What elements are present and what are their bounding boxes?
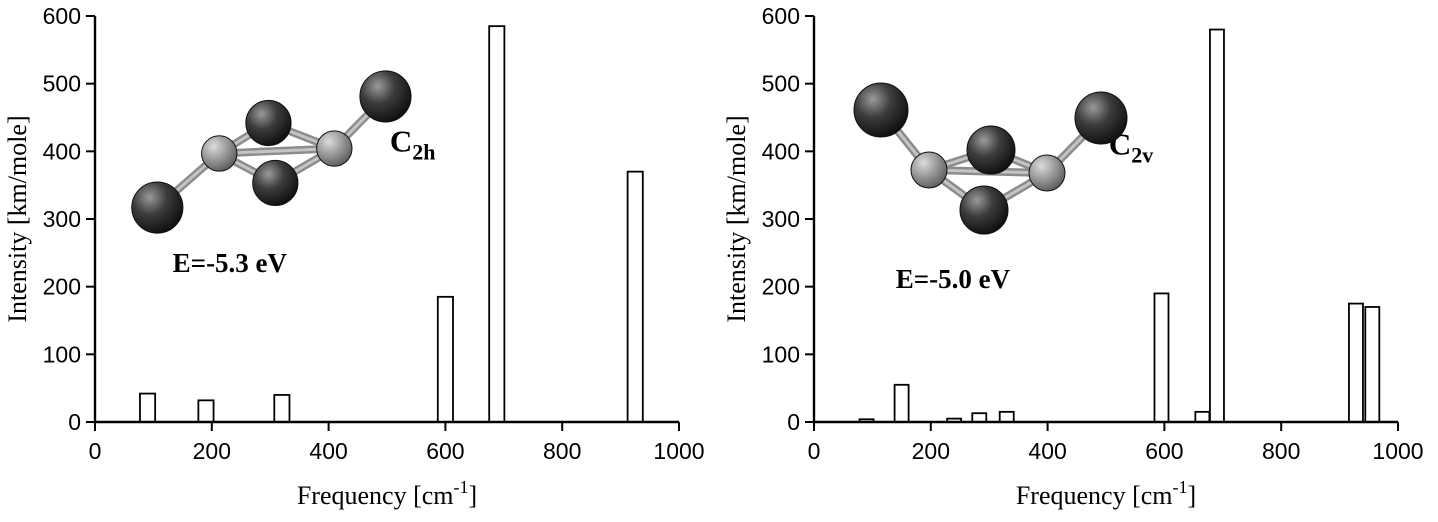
x-tick-label: 600 xyxy=(1145,438,1183,464)
y-tick-label: 600 xyxy=(43,3,81,29)
spectrum-bar xyxy=(1364,306,1381,423)
atom-dark xyxy=(959,185,1009,235)
bar-chart-c2h: 0 200 400 600 800 1000 0 100 200 300 400 500 600 Inte… xyxy=(3,3,705,510)
atoms xyxy=(131,70,412,234)
atom-gray xyxy=(201,135,238,172)
spectrum-bar xyxy=(626,170,644,423)
molecule-c2h-image xyxy=(131,70,412,234)
y-axis-title: Intensity [km/mole] xyxy=(3,115,32,322)
chart-panel-c2v: 0 200 400 600 800 1000 0 100 200 300 400 500 600 Inte… xyxy=(719,0,1438,522)
spectrum-bar xyxy=(1153,292,1170,423)
spectrum-bar xyxy=(1348,302,1364,423)
x-tick-label: 400 xyxy=(309,438,347,464)
x-tick-label: 600 xyxy=(426,438,464,464)
x-tick-label: 1000 xyxy=(653,438,704,464)
spectrum-bar xyxy=(197,399,215,423)
x-axis-title: Frequency [cm-1] xyxy=(297,477,477,510)
y-axis-title: Intensity [km/mole] xyxy=(722,115,751,322)
spectrum-bar xyxy=(488,25,506,423)
x-tick-label: 0 xyxy=(808,438,821,464)
spectrum-bar xyxy=(1194,410,1211,423)
y-tick-label: 200 xyxy=(43,274,81,300)
atom-gray xyxy=(910,151,948,189)
spectrum-bar xyxy=(139,392,157,423)
y-tick-label: 300 xyxy=(43,206,81,232)
atom-gray xyxy=(316,130,353,167)
atom-dark xyxy=(131,181,184,234)
y-tick-label: 400 xyxy=(762,138,800,164)
atom-gray xyxy=(1028,154,1066,192)
energy-annotation: E=-5.3 eV xyxy=(173,248,288,278)
molecule-c2v-image xyxy=(853,82,1128,235)
atom-dark xyxy=(1074,91,1128,145)
y-tick-label: 400 xyxy=(43,138,81,164)
x-tick-label: 800 xyxy=(543,438,581,464)
atom-dark xyxy=(853,82,909,138)
x-tick-label: 200 xyxy=(193,438,231,464)
spectrum-bar xyxy=(971,412,988,423)
y-tick-label: 600 xyxy=(762,3,800,29)
atom-dark xyxy=(252,159,299,207)
y-tick-label: 100 xyxy=(762,341,800,367)
bar-chart-c2v: 0 200 400 600 800 1000 0 100 200 300 400 500 600 Inte… xyxy=(722,3,1424,510)
x-tick-label: 0 xyxy=(89,438,102,464)
atom-dark xyxy=(245,99,292,147)
y-tick-label: 200 xyxy=(762,274,800,300)
y-tick-label: 500 xyxy=(762,71,800,97)
spectrum-bar xyxy=(273,394,291,423)
y-tick-label: 500 xyxy=(43,71,81,97)
x-tick-label: 800 xyxy=(1262,438,1300,464)
x-axis-title: Frequency [cm-1] xyxy=(1016,477,1196,510)
spectrum-bar xyxy=(998,410,1015,423)
atom-dark xyxy=(359,70,412,123)
isomer-label: C2h xyxy=(390,123,436,164)
y-tick-label: 0 xyxy=(787,409,800,435)
x-tick-label: 400 xyxy=(1028,438,1066,464)
energy-annotation: E=-5.0 eV xyxy=(896,264,1011,294)
spectrum-bar xyxy=(1209,28,1225,423)
atom-dark xyxy=(966,125,1016,175)
x-tick-label: 200 xyxy=(912,438,950,464)
x-tick-label: 1000 xyxy=(1372,438,1423,464)
y-tick-label: 100 xyxy=(43,341,81,367)
y-tick-label: 0 xyxy=(68,409,81,435)
atoms xyxy=(853,82,1128,235)
y-tick-label: 300 xyxy=(762,206,800,232)
chart-panel-c2h: 0 200 400 600 800 1000 0 100 200 300 400 500 600 Inte… xyxy=(3,3,705,510)
spectrum-bar xyxy=(436,295,454,423)
spectrum-bar xyxy=(893,383,910,423)
